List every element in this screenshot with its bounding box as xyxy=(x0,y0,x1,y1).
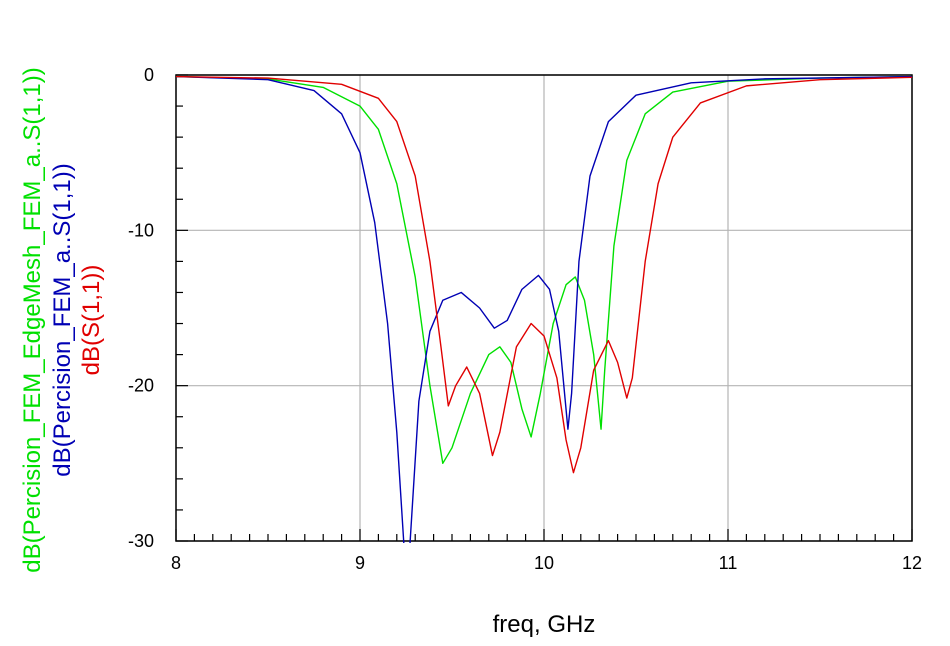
y-tick-labels: 0 -10 -20 -30 xyxy=(128,65,154,551)
x-tick-label-2: 10 xyxy=(534,553,554,573)
x-tick-label-4: 12 xyxy=(902,553,922,573)
y-tick-label-1: -10 xyxy=(128,220,154,240)
series-line-1 xyxy=(176,75,912,543)
x-tick-labels: 8 9 10 11 12 xyxy=(171,553,922,573)
series-line-0 xyxy=(176,75,912,465)
x-tick-label-0: 8 xyxy=(171,553,181,573)
x-tick-label-3: 11 xyxy=(719,553,738,573)
series-labels: dB(Percision_FEM_EdgeMesh_FEM_a..S(1,1))… xyxy=(19,67,105,573)
series-label-1: dB(Percision_FEM_a..S(1,1)) xyxy=(49,163,76,476)
series-label-2: dB(S(1,1)) xyxy=(78,265,105,376)
series-group xyxy=(176,75,912,543)
grid xyxy=(175,74,913,542)
y-tick-label-3: -30 xyxy=(128,531,154,551)
x-tick-label-1: 9 xyxy=(355,553,365,573)
y-tick-label-0: 0 xyxy=(144,65,154,85)
series-line-2 xyxy=(176,75,912,474)
x-axis-title: freq, GHz xyxy=(493,611,596,638)
y-tick-label-2: -20 xyxy=(128,376,154,396)
series-label-0: dB(Percision_FEM_EdgeMesh_FEM_a..S(1,1)) xyxy=(19,67,46,573)
plot-frame xyxy=(175,74,913,542)
